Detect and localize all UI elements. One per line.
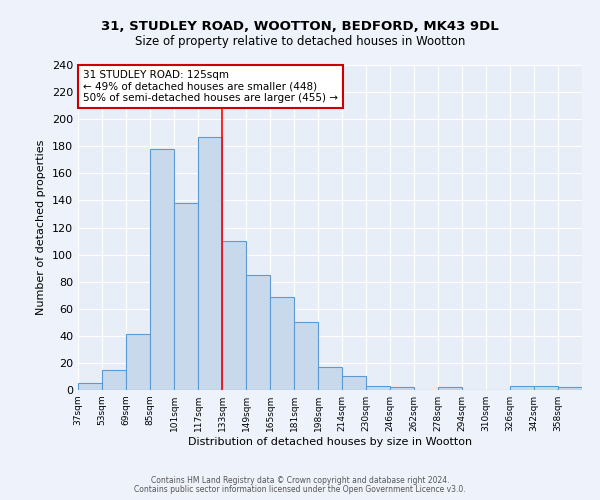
Bar: [558, 388, 582, 390]
Bar: [78, 383, 102, 390]
Bar: [102, 370, 126, 390]
Text: 31 STUDLEY ROAD: 125sqm
← 49% of detached houses are smaller (448)
50% of semi-d: 31 STUDLEY ROAD: 125sqm ← 49% of detache…: [83, 70, 338, 103]
Bar: [222, 241, 246, 390]
Text: Contains public sector information licensed under the Open Government Licence v3: Contains public sector information licen…: [134, 485, 466, 494]
Y-axis label: Number of detached properties: Number of detached properties: [37, 140, 46, 315]
Bar: [270, 296, 294, 390]
X-axis label: Distribution of detached houses by size in Wootton: Distribution of detached houses by size …: [188, 437, 472, 447]
Bar: [366, 386, 390, 390]
Bar: [126, 334, 150, 390]
Bar: [198, 137, 222, 390]
Bar: [510, 386, 534, 390]
Bar: [390, 388, 414, 390]
Text: Contains HM Land Registry data © Crown copyright and database right 2024.: Contains HM Land Registry data © Crown c…: [151, 476, 449, 485]
Text: Size of property relative to detached houses in Wootton: Size of property relative to detached ho…: [135, 35, 465, 48]
Bar: [294, 322, 318, 390]
Bar: [246, 275, 270, 390]
Bar: [342, 376, 366, 390]
Bar: [150, 149, 174, 390]
Bar: [534, 386, 558, 390]
Bar: [438, 388, 462, 390]
Bar: [174, 203, 198, 390]
Text: 31, STUDLEY ROAD, WOOTTON, BEDFORD, MK43 9DL: 31, STUDLEY ROAD, WOOTTON, BEDFORD, MK43…: [101, 20, 499, 33]
Bar: [318, 367, 342, 390]
